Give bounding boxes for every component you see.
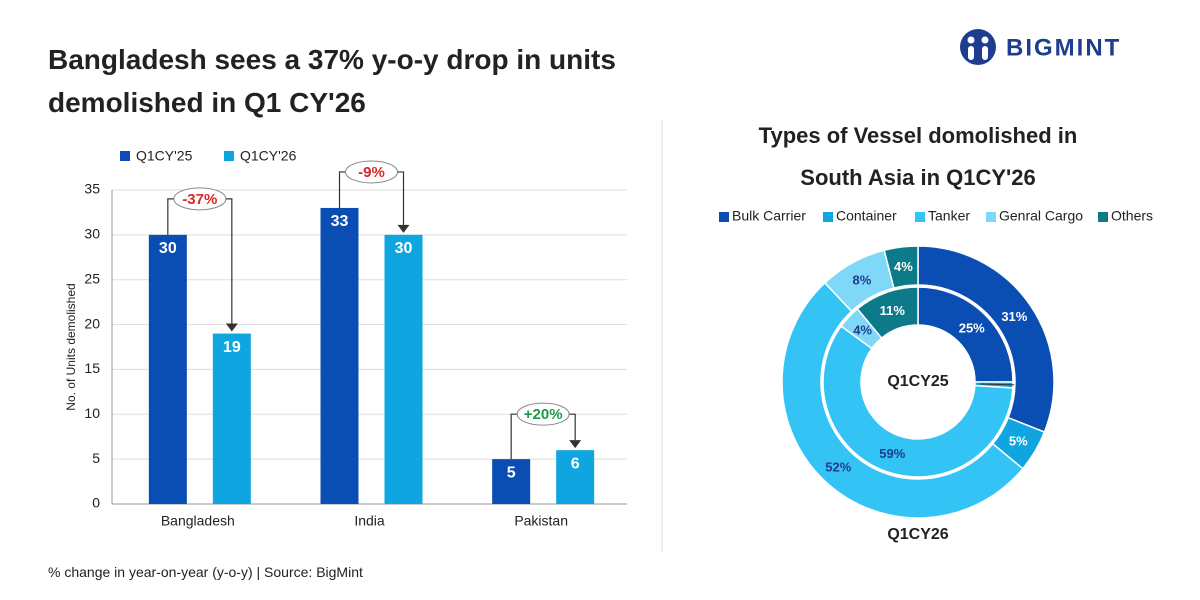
page-title: Bangladesh sees a 37% y-o-y drop in unit…	[48, 44, 616, 118]
segment-label: 59%	[879, 446, 905, 461]
y-tick-label: 20	[84, 315, 100, 331]
legend-label: Genral Cargo	[999, 208, 1083, 224]
bar	[212, 333, 251, 504]
bar-value-label: 33	[331, 213, 349, 230]
legend-label: Q1CY'26	[240, 148, 297, 164]
x-tick-label: Pakistan	[514, 513, 568, 529]
donut-segment	[856, 286, 919, 340]
y-tick-label: 25	[84, 270, 100, 286]
change-badge	[345, 160, 398, 184]
chart: BIGMINT 0 5 10 15 20 25 30 35 No. of Units demol…	[64, 29, 1153, 552]
change-badge	[516, 402, 570, 426]
segment-label: 31%	[1001, 309, 1027, 324]
donut-segment	[781, 281, 1024, 519]
y-tick-label: 0	[92, 495, 100, 511]
y-tick-label: 35	[84, 181, 100, 197]
change-label: +20%	[524, 406, 563, 423]
bar-value-label: 5	[507, 464, 516, 481]
y-axis-label: No. of Units demolished	[64, 283, 78, 410]
segment-label: 8%	[852, 272, 871, 287]
legend-swatch	[120, 151, 130, 161]
bar	[492, 459, 531, 504]
change-arrowhead	[397, 224, 410, 233]
change-arrowhead	[225, 323, 238, 332]
logo-text: BIGMINT	[1006, 34, 1121, 61]
segment-label: 4%	[853, 322, 872, 337]
change-label: -37%	[182, 191, 217, 208]
y-tick-label: 5	[92, 450, 100, 466]
logo-icon	[960, 29, 996, 65]
segment-label: 5%	[1009, 434, 1028, 449]
bar	[556, 450, 595, 504]
segment-label: 4%	[894, 259, 913, 274]
legend-label: Bulk Carrier	[732, 208, 806, 224]
legend-swatch	[823, 212, 833, 222]
bar-value-label: 30	[159, 240, 177, 257]
donut-title: Types of Vessel domolished in South Asia…	[758, 123, 1078, 190]
x-tick-label: Bangladesh	[161, 513, 235, 529]
segment-label: 52%	[825, 459, 851, 474]
change-badge	[173, 187, 227, 211]
donut-segment	[883, 245, 919, 289]
bar-value-label: 6	[571, 455, 580, 472]
segment-label: 11%	[880, 303, 906, 318]
legend-label: Others	[1111, 208, 1153, 224]
inner-ring-label: Q1CY25	[887, 373, 948, 390]
legend-swatch	[915, 212, 925, 222]
legend-label: Container	[836, 208, 897, 224]
legend-swatch	[1098, 212, 1108, 222]
bar	[148, 234, 187, 504]
y-tick-label: 15	[84, 360, 100, 376]
bar-value-label: 30	[395, 240, 413, 257]
y-tick-label: 10	[84, 405, 100, 421]
legend-label: Q1CY'25	[136, 148, 193, 164]
legend-label: Tanker	[928, 208, 970, 224]
footer: % change in year-on-year (y-o-y) | Sourc…	[48, 564, 363, 580]
bar-value-label: 19	[223, 339, 241, 356]
x-tick-label: India	[354, 513, 385, 529]
donut-segment	[822, 325, 1014, 478]
bar	[384, 234, 423, 504]
y-tick-label: 30	[84, 226, 100, 242]
legend-swatch	[986, 212, 996, 222]
bar	[320, 207, 359, 504]
outer-ring-label: Q1CY26	[887, 526, 948, 543]
segment-label: 25%	[959, 321, 985, 336]
change-arrowhead	[569, 440, 582, 449]
legend-swatch	[719, 212, 729, 222]
change-label: -9%	[358, 164, 385, 181]
legend-swatch	[224, 151, 234, 161]
